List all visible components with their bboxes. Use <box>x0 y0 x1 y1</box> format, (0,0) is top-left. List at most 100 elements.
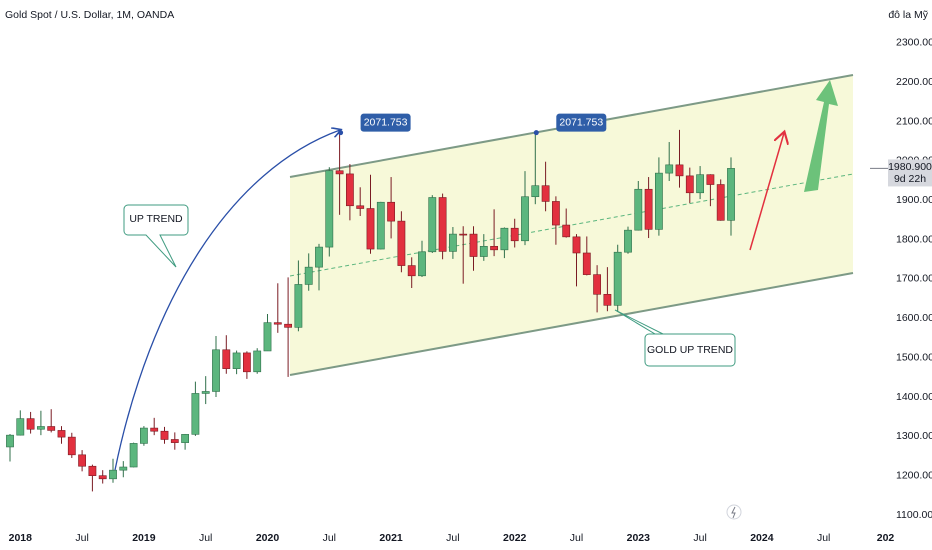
candle-body <box>479 245 488 257</box>
high-dot <box>338 130 344 136</box>
x-tick-label: Jul <box>75 532 88 544</box>
candle-body <box>654 172 663 230</box>
overlay: UP TREND GOLD UP TREND 2071.753 2071.753 <box>114 80 838 471</box>
candle-body <box>294 284 303 328</box>
channel-fill <box>290 75 853 375</box>
candle-body <box>531 185 540 198</box>
high-label-box <box>360 113 411 132</box>
candle-body <box>57 430 66 438</box>
candle-body <box>232 352 241 369</box>
candle-body <box>16 418 25 436</box>
candle-body <box>222 349 231 369</box>
x-tick-label: Jul <box>693 532 706 544</box>
candle-body <box>253 350 262 373</box>
chart-title: Gold Spot / U.S. Dollar, 1M, OANDA <box>5 9 174 21</box>
y-tick-label: 1200.000 <box>896 469 932 481</box>
candle-body <box>376 201 385 250</box>
candle-body <box>356 205 365 209</box>
y-tick-label: 1500.000 <box>896 351 932 363</box>
candle-body <box>212 349 220 392</box>
y-tick-label: 1900.000 <box>896 194 932 206</box>
candle-body <box>675 164 684 177</box>
candle-body <box>510 227 519 242</box>
candle-body <box>170 439 179 443</box>
red-arrow <box>749 133 784 251</box>
candle-body <box>26 418 35 430</box>
candle-body <box>78 454 86 467</box>
y-tick-label: 2300.000 <box>896 37 932 49</box>
y-tick-label: 2200.000 <box>896 76 932 88</box>
countdown: 9d 22h <box>894 173 926 185</box>
candle-body <box>397 220 406 266</box>
candle-body <box>325 170 334 248</box>
candle-body <box>366 208 375 250</box>
x-tick-label: Jul <box>323 532 336 544</box>
x-tick-label: Jul <box>817 532 830 544</box>
candle-body <box>315 246 323 268</box>
candle-body <box>696 174 704 194</box>
x-tick-label: 202 <box>877 532 895 544</box>
y-tick-label: 1300.000 <box>896 430 932 442</box>
x-tick-label: 2020 <box>256 532 280 544</box>
candle-body <box>665 164 674 174</box>
candle-body <box>181 434 189 443</box>
candle-body <box>273 322 282 325</box>
candle-body <box>521 196 529 242</box>
x-tick-label: Jul <box>570 532 583 544</box>
gold-up-trend-callout <box>614 309 736 367</box>
x-tick-label: Jul <box>446 532 459 544</box>
candle-body <box>438 197 447 252</box>
x-tick-label: 2019 <box>132 532 156 544</box>
x-tick-label: 2024 <box>750 532 774 544</box>
candle-body <box>634 188 643 231</box>
high-label-box <box>556 113 607 132</box>
candle-body <box>572 236 581 254</box>
candle-body <box>562 224 571 238</box>
candle-body <box>109 469 117 480</box>
x-tick-label: 2018 <box>9 532 33 544</box>
axes: 1100.000 1200.000 1300.000 1400.000 1500.000… <box>9 37 932 544</box>
candle-body <box>98 475 107 480</box>
candle-body <box>541 185 550 202</box>
candle-body <box>644 188 653 230</box>
candle-body <box>407 265 416 277</box>
up-trend-callout <box>123 204 189 268</box>
candle-body <box>140 427 148 444</box>
candle-body <box>448 233 457 252</box>
gold-up-trend-text: GOLD UP TREND <box>647 344 733 356</box>
candle-body <box>469 233 478 257</box>
candle-body <box>201 391 210 394</box>
green-arrow <box>804 80 838 192</box>
candle-body <box>551 201 560 226</box>
candle-body <box>613 251 622 306</box>
candle-body <box>36 426 45 430</box>
channel-bottom <box>289 272 854 376</box>
candles <box>6 129 735 492</box>
high-label: 2071.753 <box>559 116 603 128</box>
last-price-label: 1980.900 <box>888 161 932 173</box>
candle-body <box>284 323 292 328</box>
candle-body <box>335 170 344 175</box>
candle-body <box>418 251 426 277</box>
channel-mid <box>289 173 854 277</box>
candle-body <box>304 266 313 285</box>
event-bolt <box>731 506 736 519</box>
candle-body <box>67 436 76 456</box>
candle-body <box>47 426 56 431</box>
x-tick-label: 2022 <box>503 532 527 544</box>
candle-body <box>500 227 509 251</box>
candle-body <box>263 322 272 352</box>
candle-body <box>88 465 97 476</box>
candle-body <box>490 245 498 251</box>
x-tick-label: 2021 <box>379 532 403 544</box>
candle-body <box>624 229 632 253</box>
candle-body <box>119 466 128 471</box>
event-icon[interactable] <box>726 504 742 520</box>
candle-body <box>6 434 14 448</box>
up-trend-text: UP TREND <box>129 213 183 225</box>
candle-body <box>603 293 612 306</box>
candle-body <box>243 352 251 373</box>
candle-body <box>150 427 159 432</box>
up-arrow <box>114 130 340 471</box>
